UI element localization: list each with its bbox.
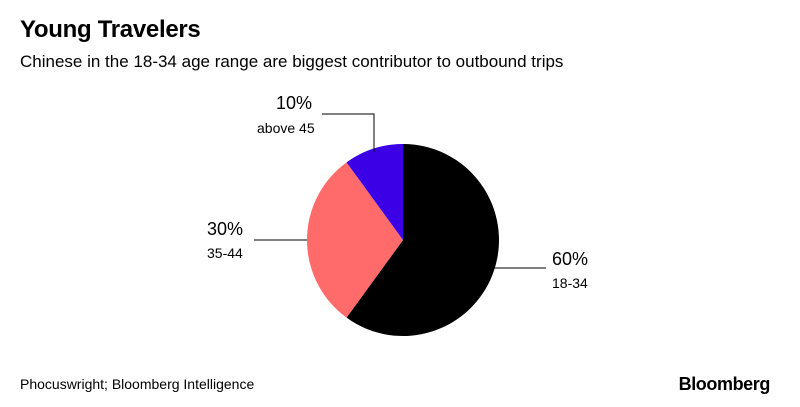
data-label-18-34-category: 18-34 bbox=[552, 275, 588, 291]
source-note: Phocuswright; Bloomberg Intelligence bbox=[20, 376, 255, 392]
pie-slice-above-45 bbox=[346, 144, 403, 240]
chart-title: Young Travelers bbox=[20, 16, 201, 43]
pie-slice-18-34 bbox=[346, 144, 499, 337]
bloomberg-logo: Bloomberg bbox=[678, 374, 771, 394]
leader-line-above-45 bbox=[322, 113, 375, 152]
chart-subtitle: Chinese in the 18-34 age range are bigge… bbox=[20, 52, 564, 71]
data-label-18-34-value: 60% bbox=[552, 249, 588, 269]
pie-slice-35-44 bbox=[306, 162, 403, 318]
data-label-above-45-value: 10% bbox=[276, 93, 312, 113]
data-label-above-45-category: above 45 bbox=[257, 120, 315, 136]
data-label-35-44-value: 30% bbox=[207, 219, 243, 239]
data-label-35-44-category: 35-44 bbox=[207, 245, 243, 261]
